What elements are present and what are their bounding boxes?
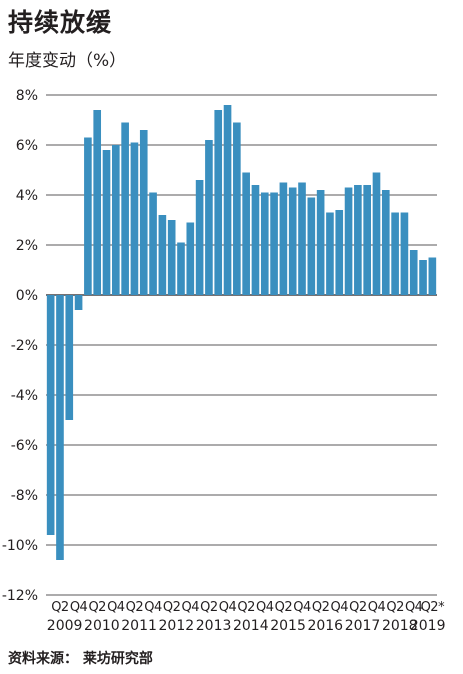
- x-tick-label: Q4: [144, 600, 162, 615]
- bar: [149, 192, 157, 295]
- x-axis-year-labels: 2009 2010 2011 2012 2013 2014 2015 2016 2017 2018…: [47, 618, 446, 634]
- x-tick-label: Q4: [368, 600, 386, 615]
- y-tick-label: -10%: [2, 538, 38, 554]
- x-year-label: 2018: [382, 618, 418, 634]
- x-year-label: 2012: [159, 618, 195, 634]
- x-tick-label: Q2: [312, 600, 330, 615]
- x-tick-label: Q2: [386, 600, 404, 615]
- bar: [372, 172, 381, 295]
- bar: [428, 257, 437, 295]
- x-tick-label: Q4: [107, 600, 125, 615]
- bar: [326, 212, 334, 295]
- x-year-label: 2017: [345, 618, 381, 634]
- bar: [195, 180, 204, 295]
- y-axis-tick-labels: 8% 6% 4% 2% 0% -2% -4% -6% -8% -10% -12%: [2, 88, 38, 604]
- x-tick-label: Q4: [405, 600, 423, 615]
- bar: [251, 185, 260, 295]
- x-tick-label: Q2: [163, 600, 181, 615]
- x-year-label: 2016: [307, 618, 343, 634]
- bar: [354, 185, 362, 295]
- bar: [65, 295, 74, 420]
- bar: [363, 185, 371, 295]
- x-tick-label: Q4: [293, 600, 311, 615]
- x-tick-label: Q4: [182, 600, 200, 615]
- x-year-label: 2015: [270, 618, 306, 634]
- bar: [167, 220, 176, 295]
- bar: [270, 192, 278, 295]
- y-tick-label: 4%: [16, 188, 38, 204]
- bar: [74, 295, 83, 310]
- bar: [391, 212, 399, 295]
- bar: [158, 215, 167, 295]
- x-year-label: 2011: [121, 618, 157, 634]
- bar: [335, 210, 344, 295]
- bar: [84, 137, 92, 295]
- bar: [344, 187, 353, 295]
- x-year-label: 2013: [196, 618, 232, 634]
- bar: [279, 182, 288, 295]
- bar: [233, 122, 241, 295]
- x-tick-label: Q2*: [421, 600, 446, 615]
- bar: [214, 110, 223, 295]
- bar: [298, 182, 306, 295]
- bar: [316, 190, 325, 295]
- y-tick-label: -4%: [11, 388, 38, 404]
- x-tick-label: Q2: [51, 600, 69, 615]
- bar: [260, 192, 269, 295]
- x-tick-label: Q2: [126, 600, 144, 615]
- x-year-label: 2019: [410, 618, 446, 634]
- chart-subtitle: 年度变动（%）: [8, 51, 127, 71]
- bar: [400, 212, 409, 295]
- y-tick-label: -12%: [2, 588, 38, 604]
- bar: [102, 150, 111, 295]
- bar: [223, 105, 232, 295]
- chart-title: 持续放缓: [8, 8, 113, 37]
- x-year-label: 2014: [233, 618, 269, 634]
- bar: [56, 295, 64, 560]
- x-tick-label: Q2: [200, 600, 218, 615]
- bar: [121, 122, 129, 295]
- bar: [139, 130, 148, 295]
- x-tick-label: Q2: [349, 600, 367, 615]
- bar: [288, 187, 297, 295]
- bars: [46, 105, 437, 560]
- x-tick-label: Q2: [237, 600, 255, 615]
- y-tick-label: -6%: [11, 438, 38, 454]
- x-axis-quarter-labels: Q2 Q4 Q2 Q4 Q2 Q4 Q2 Q4 Q2 Q4 Q2 Q4 Q2 Q4 Q2 Q4 Q2 Q4 Q2 Q4…: [51, 600, 445, 615]
- x-tick-label: Q2: [88, 600, 106, 615]
- y-tick-label: 6%: [16, 138, 38, 154]
- y-tick-label: 8%: [16, 88, 38, 104]
- bar: [177, 242, 185, 295]
- x-tick-label: Q4: [70, 600, 88, 615]
- bar: [130, 142, 139, 295]
- bar: [419, 260, 427, 295]
- y-tick-label: 2%: [16, 238, 38, 254]
- bar: [46, 295, 55, 535]
- bar: [205, 140, 213, 295]
- bar: [381, 190, 390, 295]
- bar: [409, 250, 418, 295]
- x-tick-label: Q2: [275, 600, 293, 615]
- bar: [112, 145, 120, 295]
- source-note: 资料来源： 莱坊研究部: [8, 651, 153, 667]
- bar: [93, 110, 102, 295]
- gridlines: [46, 94, 437, 596]
- x-year-label: 2010: [84, 618, 120, 634]
- x-tick-label: Q4: [330, 600, 348, 615]
- y-tick-label: -8%: [11, 488, 38, 504]
- x-year-label: 2009: [47, 618, 83, 634]
- x-tick-label: Q4: [256, 600, 274, 615]
- y-tick-label: -2%: [11, 338, 38, 354]
- bar: [307, 197, 316, 295]
- bar: [242, 172, 250, 295]
- bar-chart: 8%6%4%2%0%-2%-4%-6%-8%-10%-12% Q2 Q4 Q2 Q4 Q…: [2, 88, 446, 634]
- y-tick-label: 0%: [16, 288, 38, 304]
- x-tick-label: Q4: [219, 600, 237, 615]
- bar: [186, 222, 195, 295]
